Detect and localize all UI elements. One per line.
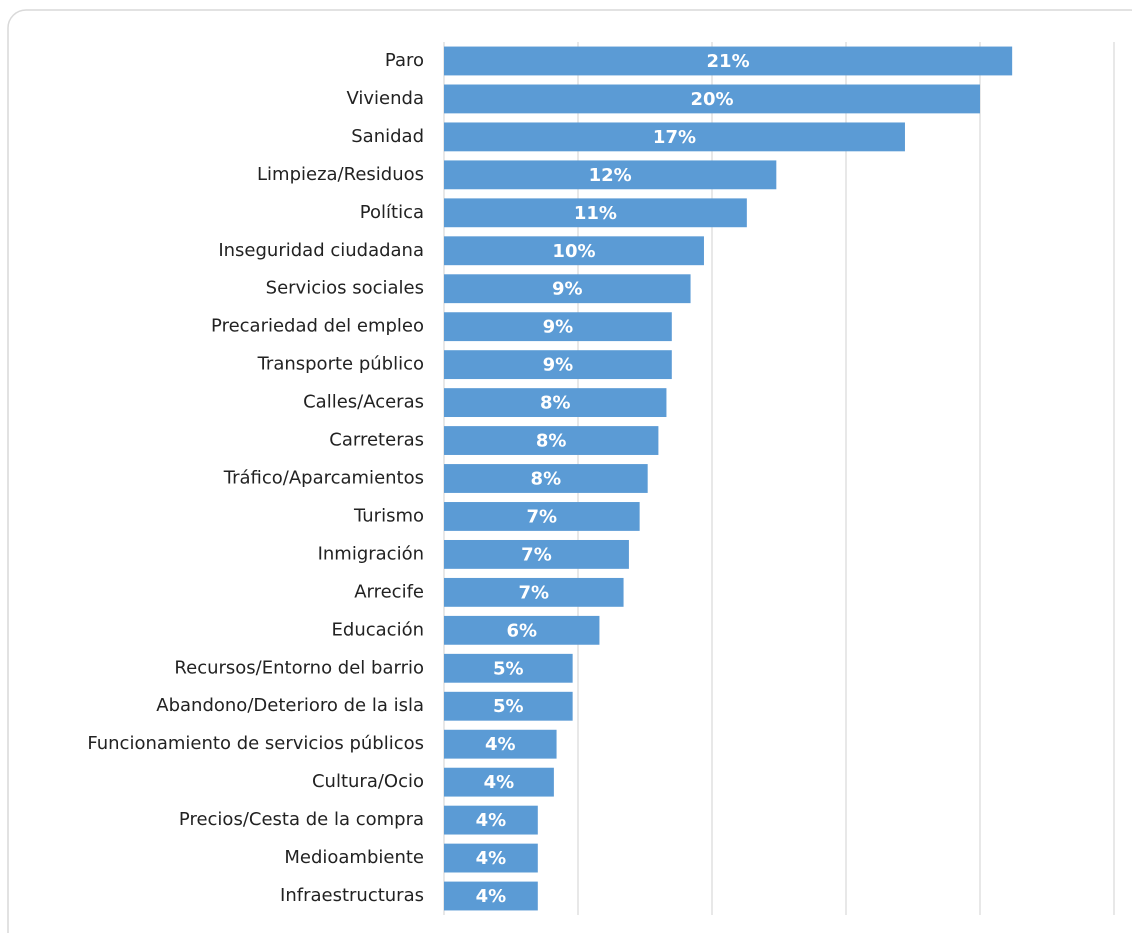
- bar: [444, 615, 600, 645]
- bar: [444, 653, 573, 683]
- y-tick-label: Medioambiente: [284, 847, 424, 868]
- bar: [444, 881, 538, 911]
- data-label: 5%: [493, 658, 524, 679]
- bar: [444, 843, 538, 873]
- data-label: 8%: [540, 393, 571, 414]
- y-tick-label: Inmigración: [318, 543, 424, 564]
- data-label: 17%: [653, 127, 696, 148]
- bar: [444, 312, 672, 342]
- data-label: 9%: [543, 355, 574, 376]
- y-tick-label: Transporte público: [257, 354, 424, 375]
- y-tick-label: Carreteras: [329, 430, 424, 451]
- data-label: 7%: [518, 582, 549, 603]
- y-tick-label: Sanidad: [351, 126, 424, 147]
- bar: [444, 805, 538, 835]
- y-tick-label: Recursos/Entorno del barrio: [174, 657, 424, 678]
- data-label: 8%: [536, 431, 567, 452]
- data-label: 10%: [552, 241, 595, 262]
- bar: [444, 160, 777, 190]
- bar: [444, 388, 667, 418]
- data-label: 6%: [506, 620, 537, 641]
- data-label: 4%: [476, 848, 507, 869]
- bar: [444, 691, 573, 721]
- data-label: 11%: [574, 203, 617, 224]
- bar: [444, 464, 648, 493]
- y-tick-label: Inseguridad ciudadana: [218, 240, 424, 261]
- y-tick-label: Funcionamiento de servicios públicos: [87, 733, 424, 754]
- data-label: 4%: [484, 772, 515, 793]
- data-label: 4%: [485, 734, 516, 755]
- data-label: 12%: [589, 165, 632, 186]
- data-label: 20%: [690, 89, 733, 110]
- y-tick-label: Limpieza/Residuos: [257, 164, 424, 185]
- bar: [444, 122, 905, 152]
- data-label: 8%: [531, 469, 562, 490]
- bar: [444, 426, 659, 455]
- y-tick-label: Tráfico/Aparcamientos: [223, 468, 424, 489]
- y-tick-label: Precios/Cesta de la compra: [179, 809, 424, 830]
- y-tick-label: Arrecife: [354, 581, 424, 602]
- y-tick-label: Calles/Aceras: [303, 392, 424, 413]
- bar: [444, 236, 704, 266]
- y-tick-label: Cultura/Ocio: [312, 771, 424, 792]
- bar: [444, 198, 747, 228]
- bar: [444, 274, 691, 304]
- y-tick-label: Precariedad del empleo: [211, 316, 424, 337]
- bar: [444, 46, 1013, 76]
- data-label: 9%: [543, 317, 574, 338]
- y-tick-label: Infraestructuras: [280, 885, 424, 906]
- bar: [444, 729, 557, 759]
- data-label: 21%: [707, 51, 750, 72]
- y-tick-label: Turismo: [353, 505, 424, 526]
- data-label: 4%: [476, 886, 507, 907]
- data-label: 7%: [527, 506, 558, 527]
- data-label: 7%: [521, 544, 552, 565]
- data-label: 4%: [476, 810, 507, 831]
- data-label: 5%: [493, 696, 524, 717]
- y-tick-label: Paro: [385, 50, 424, 71]
- y-tick-label: Vivienda: [346, 88, 424, 109]
- data-label: 9%: [552, 279, 583, 300]
- y-tick-label: Educación: [332, 619, 424, 640]
- bar: [444, 577, 624, 607]
- y-tick-label: Servicios sociales: [266, 278, 424, 299]
- y-tick-label: Política: [360, 202, 424, 223]
- bar: [444, 84, 980, 114]
- bar: [444, 767, 554, 797]
- bar: [444, 539, 629, 569]
- bar: [444, 502, 640, 531]
- y-tick-label: Abandono/Deterioro de la isla: [156, 695, 424, 716]
- bar: [444, 350, 672, 380]
